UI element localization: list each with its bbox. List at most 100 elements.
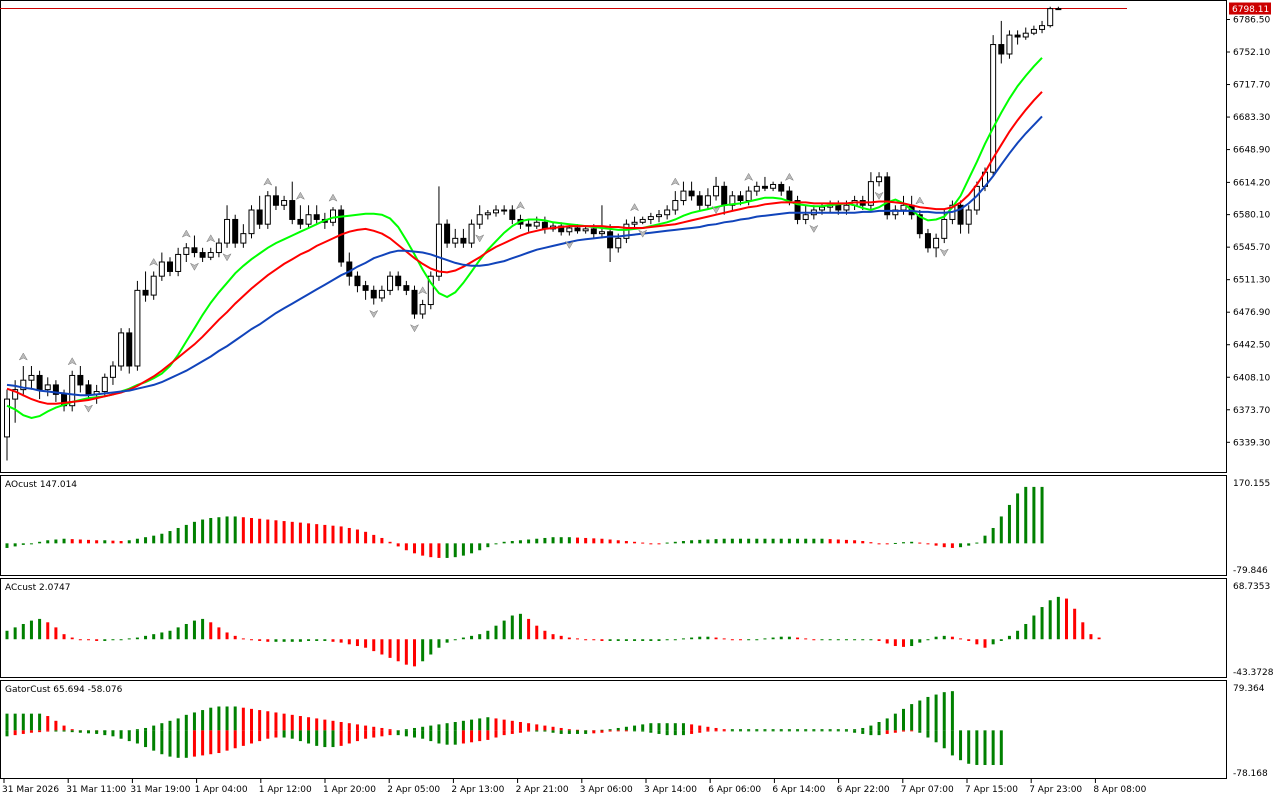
gator-bar: [70, 729, 74, 731]
ao-bar: [991, 527, 995, 544]
time-tick-label: 2 Apr 05:00: [387, 785, 440, 795]
ac-bar: [168, 630, 172, 640]
gator-bar: [274, 712, 278, 731]
gator-bar: [510, 730, 514, 734]
gator-bar: [983, 730, 987, 766]
gator-bar: [877, 730, 881, 736]
time-tick-label: 2 Apr 13:00: [451, 785, 504, 795]
candle-body: [354, 275, 361, 287]
ao-bar: [592, 538, 596, 544]
ac-bar: [1097, 637, 1101, 640]
gator-bar: [453, 722, 457, 731]
gator-indicator-panel[interactable]: [0, 680, 1227, 779]
gator-bar: [372, 730, 376, 738]
candle-body: [126, 332, 133, 367]
ac-bar: [836, 639, 840, 641]
gator-bar: [665, 730, 669, 736]
fractal-down-marker: [83, 404, 94, 413]
candle-body: [28, 374, 35, 381]
gator-bar: [266, 711, 270, 731]
ao-bar: [763, 538, 767, 544]
ao-bar: [983, 535, 987, 544]
gator-bar: [934, 694, 938, 731]
ac-bar: [600, 639, 604, 641]
ac-bar: [967, 639, 971, 641]
ac-bar: [869, 639, 873, 641]
ac-bar: [298, 639, 302, 642]
gator-bar: [437, 724, 441, 731]
gator-bar: [119, 730, 123, 739]
gator-bar: [233, 730, 237, 749]
gator-bar: [771, 730, 775, 732]
gator-bar: [796, 730, 800, 732]
ao-bar: [1007, 504, 1011, 544]
ac-bar: [355, 639, 359, 647]
gator-bar: [502, 730, 506, 736]
ac-bar: [657, 639, 661, 641]
candle-body: [36, 374, 43, 391]
ac-bar: [551, 634, 555, 640]
gator-bar: [665, 723, 669, 731]
candle-body: [647, 216, 654, 220]
ao-scale-top-label: 170.155: [1233, 479, 1270, 489]
gator-bar: [266, 730, 270, 739]
gator-bar: [673, 723, 677, 731]
ao-bar: [176, 527, 180, 544]
gator-bar: [250, 730, 253, 744]
gator-bar: [307, 730, 311, 744]
ac-bar: [445, 639, 449, 643]
ao-bar: [95, 540, 99, 544]
ao-bar: [641, 542, 645, 544]
ac-bar: [372, 639, 376, 652]
ao-bar: [445, 543, 449, 558]
candle-body: [69, 374, 76, 407]
price-tick-label: 6752.10: [1233, 48, 1270, 58]
candle-body: [998, 44, 1005, 55]
gator-bar: [747, 729, 751, 731]
alligator-series-line: [6, 115, 1043, 397]
gator-bar: [62, 730, 66, 732]
gator-bar: [869, 730, 873, 736]
gator-bar: [812, 729, 816, 731]
gator-bar: [967, 730, 971, 764]
candle-body: [1039, 25, 1046, 30]
ac-bar: [1089, 634, 1093, 640]
gator-bar: [331, 720, 335, 731]
gator-bar: [633, 725, 637, 731]
gator-bar: [486, 717, 490, 731]
gator-bar: [364, 730, 368, 739]
ao-bar: [608, 539, 612, 544]
gator-bar: [437, 730, 441, 744]
ao-bar: [779, 538, 783, 544]
gator-bar: [217, 706, 221, 731]
ao-bar: [355, 529, 359, 544]
ao-bar: [673, 541, 677, 544]
ac-bar: [592, 639, 596, 641]
ao-bar: [135, 538, 139, 544]
gator-bar: [364, 725, 368, 731]
ac-indicator-panel[interactable]: [0, 578, 1227, 678]
ao-bar: [1024, 486, 1028, 544]
gator-bar: [38, 713, 42, 731]
gator-bar: [657, 730, 661, 734]
candle-body: [566, 227, 573, 233]
gator-bar: [885, 718, 889, 731]
ao-bars-layer: 170.155 -79.846: [5, 479, 1270, 576]
gator-bar: [608, 729, 612, 731]
gator-bar: [250, 708, 253, 731]
ac-bar: [1065, 598, 1068, 640]
gator-bar: [339, 722, 343, 731]
ac-bar: [665, 639, 669, 641]
candle-body: [101, 376, 108, 393]
ao-bar: [209, 517, 213, 544]
time-tick-label: 31 Mar 2026: [2, 785, 59, 795]
ac-bar: [1056, 596, 1060, 640]
gator-bar: [413, 727, 416, 731]
fractal-up-marker: [149, 257, 159, 267]
ac-bar: [1073, 608, 1077, 640]
ao-indicator-panel[interactable]: [0, 475, 1227, 576]
candle-body: [150, 275, 157, 296]
ac-bar: [453, 639, 457, 641]
